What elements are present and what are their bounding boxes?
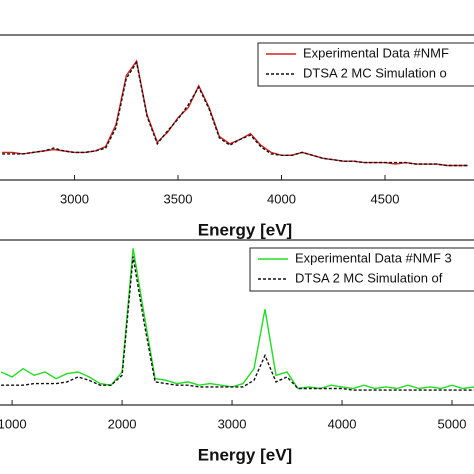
x-tick-label: 3500: [164, 191, 193, 206]
legend-label: Experimental Data #NMF 3: [295, 250, 452, 265]
x-tick-label: 3000: [60, 191, 89, 206]
x-tick-label: 1000: [0, 416, 27, 431]
legend-label: DTSA 2 MC Simulation of: [295, 270, 443, 285]
x-tick-label: 5000: [438, 416, 467, 431]
legend-box: [257, 42, 474, 87]
x-tick-label: 4000: [267, 191, 296, 206]
plot-frame: [0, 34, 474, 181]
x-axis-label: Energy [eV]: [198, 445, 292, 464]
series-line: [1, 256, 474, 391]
series-line: [0, 248, 474, 390]
x-axis-label: Energy [eV]: [198, 220, 292, 239]
x-tick-label: 4000: [328, 416, 357, 431]
legend-label: DTSA 2 MC Simulation o: [303, 65, 447, 80]
plot-frame: [0, 239, 474, 406]
x-tick-label: 2000: [108, 416, 137, 431]
x-tick-label: 4500: [371, 191, 400, 206]
x-tick-label: 3000: [218, 416, 247, 431]
legend-box: [249, 247, 474, 292]
legend-label: Experimental Data #NMF: [303, 45, 449, 60]
series-line: [2, 60, 468, 167]
